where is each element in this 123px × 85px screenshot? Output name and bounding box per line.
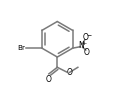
- Text: −: −: [86, 33, 91, 38]
- Text: N: N: [79, 41, 84, 50]
- Text: O: O: [84, 48, 90, 57]
- Text: O: O: [67, 68, 73, 77]
- Text: O: O: [83, 33, 89, 42]
- Text: Br: Br: [18, 45, 26, 51]
- Text: O: O: [46, 75, 51, 84]
- Text: +: +: [82, 41, 87, 45]
